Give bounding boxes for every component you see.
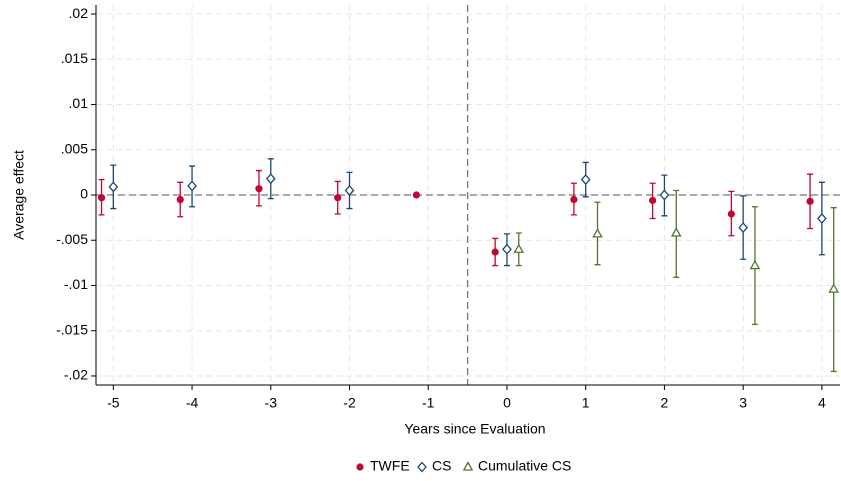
point — [749, 259, 761, 270]
point — [502, 243, 512, 255]
point — [187, 180, 197, 192]
x-tick-label: -1 — [422, 395, 435, 411]
x-tick-label: 0 — [503, 395, 511, 411]
x-tick-label: -5 — [107, 395, 120, 411]
point — [334, 194, 342, 202]
y-tick-label: .015 — [61, 50, 88, 66]
y-tick-label: 0 — [80, 186, 88, 202]
legend-label: CS — [432, 458, 451, 474]
y-tick-label: -.005 — [56, 231, 88, 247]
point — [580, 174, 591, 186]
x-tick-label: 2 — [661, 395, 669, 411]
y-tick-label: -.015 — [56, 321, 88, 337]
point — [828, 283, 840, 293]
legend-marker — [417, 461, 427, 473]
point — [570, 195, 578, 204]
point — [513, 243, 525, 253]
point — [649, 196, 657, 205]
y-tick-label: .02 — [69, 5, 89, 21]
y-tick-label: .005 — [61, 140, 88, 156]
y-axis-label: Average effect — [11, 150, 27, 240]
x-tick-label: 4 — [818, 395, 826, 411]
y-tick-label: -.02 — [64, 367, 88, 383]
point — [108, 181, 119, 193]
point — [97, 194, 106, 202]
x-axis-label: Years since Evaluation — [404, 421, 545, 437]
point — [806, 197, 814, 205]
legend-label: Cumulative CS — [478, 458, 571, 474]
point — [265, 173, 276, 185]
point — [727, 210, 735, 218]
point — [412, 191, 421, 199]
point — [255, 185, 263, 193]
x-tick-label: 3 — [739, 395, 747, 411]
point — [176, 195, 184, 204]
point — [491, 248, 499, 256]
point — [344, 184, 355, 196]
legend-label: TWFE — [370, 458, 410, 474]
point — [659, 189, 670, 201]
point — [817, 213, 827, 225]
legend-marker — [462, 461, 474, 471]
y-tick-label: -.01 — [64, 276, 88, 292]
x-tick-label: -2 — [343, 395, 356, 411]
x-tick-label: 1 — [582, 395, 590, 411]
point — [738, 222, 749, 234]
x-tick-label: -3 — [265, 395, 278, 411]
point — [670, 227, 682, 237]
legend-marker — [356, 463, 364, 471]
point — [592, 228, 603, 238]
x-tick-label: -4 — [186, 395, 199, 411]
y-tick-label: .01 — [69, 95, 89, 111]
